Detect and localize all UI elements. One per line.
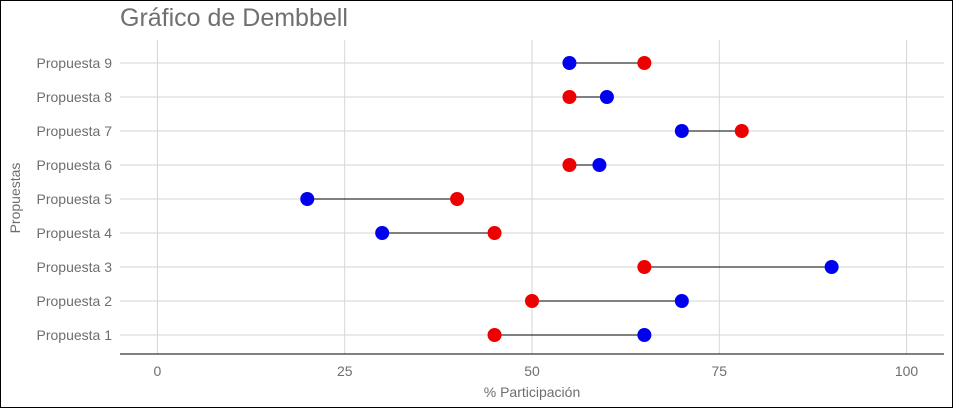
- blue-point: [637, 328, 652, 342]
- red-point: [734, 124, 749, 138]
- red-point: [562, 90, 577, 104]
- y-tick-labels: Propuesta 1 Propuesta 2 Propuesta 3 Propues…: [37, 55, 113, 343]
- blue-point: [674, 294, 689, 308]
- blue-point: [375, 226, 390, 240]
- x-tick-labels: 0 25 50 75 100: [154, 363, 919, 379]
- y-tick-label: Propuesta 1: [37, 327, 113, 343]
- red-point: [487, 328, 502, 342]
- y-tick-label: Propuesta 9: [37, 55, 113, 71]
- x-tick-label: 75: [711, 363, 727, 379]
- blue-point: [674, 124, 689, 138]
- blue-point: [300, 192, 315, 206]
- red-point: [637, 56, 652, 70]
- red-point: [525, 294, 539, 308]
- y-tick-label: Propuesta 8: [37, 89, 113, 105]
- x-tick-label: 25: [337, 363, 353, 379]
- blue-point: [562, 56, 577, 70]
- blue-point: [592, 158, 607, 172]
- y-axis-title: Propuestas: [7, 163, 23, 234]
- chart-title: Gráfico de Dembbell: [120, 4, 348, 32]
- y-tick-label: Propuesta 5: [37, 191, 113, 207]
- y-tick-label: Propuesta 6: [37, 157, 113, 173]
- red-point: [562, 158, 577, 172]
- x-tick-label: 0: [154, 363, 162, 379]
- dumbbell-segments: [307, 62, 832, 336]
- blue-point: [599, 90, 614, 104]
- blue-point: [824, 260, 839, 274]
- red-point: [450, 192, 465, 206]
- y-tick-label: Propuesta 7: [37, 123, 113, 139]
- y-tick-label: Propuesta 3: [37, 259, 113, 275]
- y-tick-label: Propuesta 2: [37, 293, 113, 309]
- red-point: [637, 260, 652, 274]
- red-point: [487, 226, 502, 240]
- y-tick-label: Propuesta 4: [37, 225, 113, 241]
- x-tick-label: 100: [895, 363, 919, 379]
- x-axis-title: % Participación: [484, 384, 581, 400]
- x-tick-label: 50: [524, 363, 540, 379]
- dumbbell-points: [300, 56, 839, 342]
